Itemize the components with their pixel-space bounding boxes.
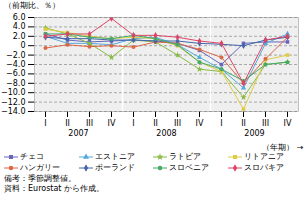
svg-text:IV: IV bbox=[284, 119, 292, 128]
html-text:スロベニア: スロベニア bbox=[169, 163, 209, 172]
html-text:資料：Eurostat から作成。: 資料：Eurostat から作成。 bbox=[4, 184, 104, 193]
html-text:備考：季節調整値。: 備考：季節調整値。 bbox=[4, 174, 76, 183]
svg-text:−12.0: −12.0 bbox=[1, 98, 26, 107]
svg-text:2008: 2008 bbox=[156, 129, 176, 138]
svg-text:0: 0 bbox=[20, 41, 25, 50]
html-text:スロバキア: スロバキア bbox=[243, 163, 284, 172]
html-text:（前期比、％）: （前期比、％） bbox=[4, 1, 60, 10]
svg-text:II: II bbox=[241, 119, 246, 128]
svg-text:2007: 2007 bbox=[68, 129, 88, 138]
html-text:ポーランド: ポーランド bbox=[94, 163, 135, 172]
svg-text:I: I bbox=[132, 119, 134, 128]
svg-text:6.0: 6.0 bbox=[13, 13, 26, 22]
svg-text:−2.0: −2.0 bbox=[6, 51, 25, 60]
svg-text:I: I bbox=[220, 119, 222, 128]
svg-text:IV: IV bbox=[196, 119, 204, 128]
svg-text:−8.0: −8.0 bbox=[6, 79, 25, 88]
svg-text:2009: 2009 bbox=[244, 129, 264, 138]
html-text:ハンガリー: ハンガリー bbox=[20, 163, 60, 172]
html-text:チェコ: チェコ bbox=[20, 152, 44, 161]
svg-text:2.0: 2.0 bbox=[13, 32, 26, 41]
svg-text:III: III bbox=[262, 119, 269, 128]
svg-text:II: II bbox=[65, 119, 70, 128]
svg-text:（年期） →: （年期） → bbox=[262, 143, 304, 152]
svg-text:−4.0: −4.0 bbox=[6, 60, 25, 69]
svg-text:II: II bbox=[153, 119, 158, 128]
html-text:リトアニア: リトアニア bbox=[243, 152, 284, 161]
svg-text:III: III bbox=[174, 119, 181, 128]
svg-text:4.0: 4.0 bbox=[13, 22, 26, 31]
svg-text:I: I bbox=[44, 119, 46, 128]
html-text:ラトビア: ラトビア bbox=[169, 152, 201, 161]
svg-text:−14.0: −14.0 bbox=[1, 107, 26, 116]
svg-text:−6.0: −6.0 bbox=[6, 69, 25, 78]
svg-text:III: III bbox=[86, 119, 93, 128]
svg-text:IV: IV bbox=[108, 119, 116, 128]
html-text:エストニア: エストニア bbox=[94, 152, 135, 161]
svg-text:−10.0: −10.0 bbox=[1, 88, 26, 97]
